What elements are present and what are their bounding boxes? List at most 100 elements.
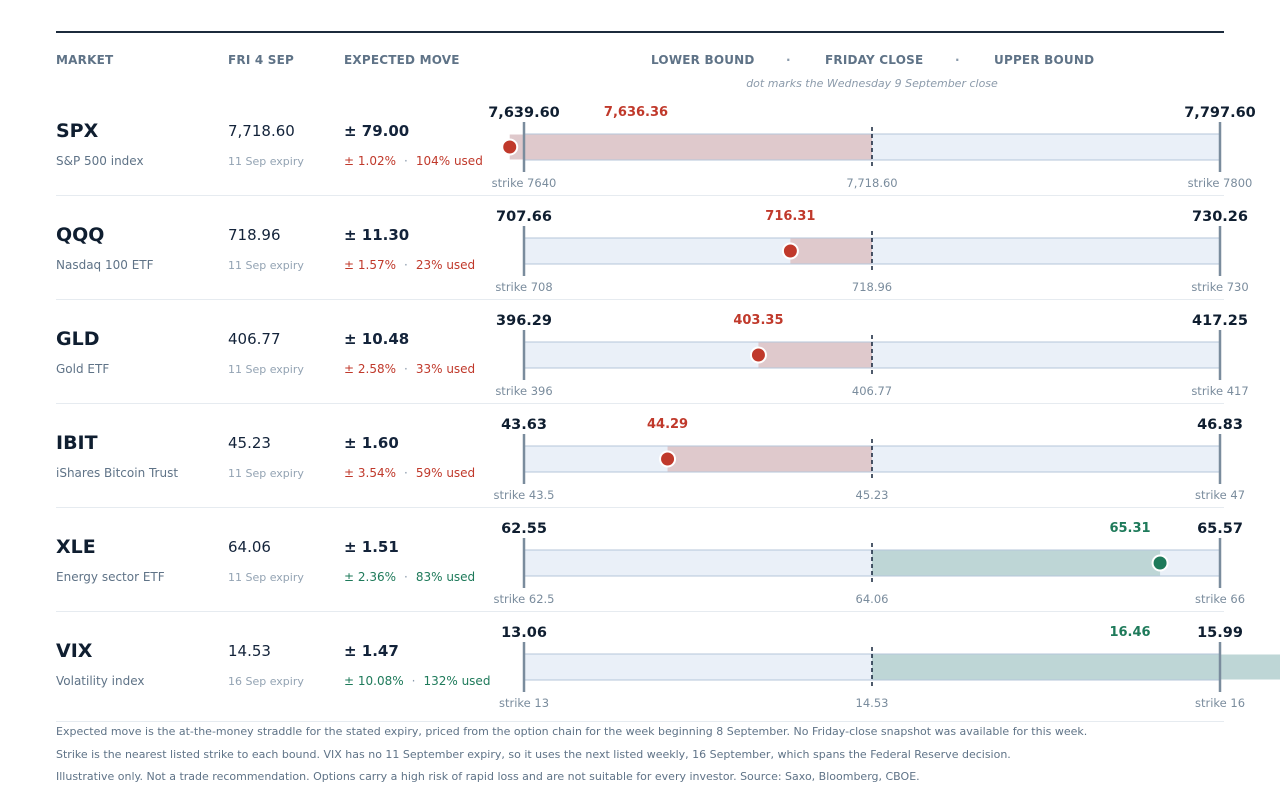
- chart-subtitle: dot marks the Wednesday 9 September clos…: [746, 77, 998, 90]
- friday-close-value: 45.23: [228, 434, 271, 452]
- move-detail: ± 10.08% · 132% used: [344, 674, 490, 688]
- move-detail: ± 3.54% · 59% used: [344, 466, 475, 480]
- lower-bound-label: 396.29: [496, 313, 552, 329]
- friday-close-axis-label: 7,718.60: [846, 176, 897, 190]
- move-band: [758, 342, 872, 368]
- wednesday-close-label: 44.29: [647, 417, 688, 432]
- move-band: [872, 550, 1161, 576]
- wednesday-close-dot: [781, 242, 799, 260]
- move-band: [667, 446, 872, 472]
- upper-strike-label: strike 66: [1195, 592, 1245, 606]
- expiry-label: 11 Sep expiry: [228, 571, 304, 584]
- move-band: [790, 238, 872, 264]
- move-used: 33% used: [415, 362, 476, 376]
- upper-strike-label: strike 16: [1195, 696, 1245, 710]
- friday-close-axis-label: 406.77: [852, 384, 892, 398]
- expected-move-value: ± 79.00: [344, 122, 410, 140]
- market-row: XLE Energy sector ETF 64.06 11 Sep expiry ± …: [0, 514, 1280, 618]
- expiry-label: 11 Sep expiry: [228, 467, 304, 480]
- wednesday-close-dot: [659, 450, 677, 468]
- upper-strike-label: strike 730: [1191, 280, 1248, 294]
- expected-move-value: ± 10.48: [344, 330, 410, 348]
- upper-bound-label: 65.57: [1197, 521, 1243, 537]
- market-description: iShares Bitcoin Trust: [56, 466, 179, 480]
- friday-close-axis-label: 14.53: [856, 696, 889, 710]
- ticker: QQQ: [56, 224, 105, 246]
- move-detail-separator: ·: [404, 466, 408, 480]
- expiry-label: 11 Sep expiry: [228, 363, 304, 376]
- header-date: FRI 4 SEP: [228, 53, 295, 67]
- wednesday-close-label: 716.31: [765, 209, 815, 224]
- header-lower-bound: LOWER BOUND: [651, 53, 755, 67]
- lower-strike-label: strike 708: [495, 280, 552, 294]
- move-percent: ± 2.36%: [344, 570, 396, 584]
- lower-bound-label: 7,639.60: [488, 105, 560, 121]
- wednesday-close-label: 65.31: [1109, 521, 1150, 536]
- expiry-label: 11 Sep expiry: [228, 259, 304, 272]
- upper-bound-label: 417.25: [1192, 313, 1248, 329]
- expiry-label: 16 Sep expiry: [228, 675, 304, 688]
- move-band: [872, 654, 1280, 680]
- footer-rule: [56, 721, 1224, 722]
- ticker: SPX: [56, 120, 99, 142]
- move-detail-separator: ·: [404, 258, 408, 272]
- move-detail: ± 1.57% · 23% used: [344, 258, 475, 272]
- market-row: SPX S&P 500 index 7,718.60 11 Sep expiry ± 7…: [0, 98, 1280, 202]
- friday-close-value: 406.77: [228, 330, 281, 348]
- footer-note-3: Illustrative only. Not a trade recommend…: [56, 770, 920, 783]
- range-chart: 62.55 65.57 65.31 strike 62.5 64.06 strike 66: [493, 521, 1245, 606]
- move-detail: ± 1.02% · 104% used: [344, 154, 483, 168]
- move-detail-separator: ·: [404, 362, 408, 376]
- upper-bound-label: 730.26: [1192, 209, 1248, 225]
- lower-bound-label: 43.63: [501, 417, 547, 433]
- friday-close-axis-label: 64.06: [856, 592, 889, 606]
- upper-bound-label: 7,797.60: [1184, 105, 1256, 121]
- move-percent: ± 1.02%: [344, 154, 396, 168]
- lower-bound-label: 707.66: [496, 209, 552, 225]
- lower-strike-label: strike 62.5: [493, 592, 554, 606]
- range-chart: 396.29 417.25 403.35 strike 396 406.77 strike…: [495, 313, 1248, 398]
- move-detail-separator: ·: [404, 570, 408, 584]
- upper-strike-label: strike 417: [1191, 384, 1248, 398]
- move-used: 23% used: [415, 258, 476, 272]
- market-row: VIX Volatility index 14.53 16 Sep expiry ± 1…: [0, 618, 1280, 722]
- upper-strike-label: strike 47: [1195, 488, 1245, 502]
- range-chart: 13.06 15.99 16.46 strike 13 14.53 strike 16: [499, 625, 1280, 710]
- expected-move-value: ± 1.60: [344, 434, 399, 452]
- friday-close-value: 718.96: [228, 226, 281, 244]
- range-chart: 707.66 730.26 716.31 strike 708 718.96 strike…: [495, 209, 1248, 294]
- header-friday-close: FRIDAY CLOSE: [825, 53, 924, 67]
- move-detail: ± 2.58% · 33% used: [344, 362, 475, 376]
- header-upper-bound: UPPER BOUND: [994, 53, 1095, 67]
- move-detail-separator: ·: [411, 674, 416, 688]
- wednesday-close-label: 7,636.36: [604, 105, 668, 120]
- move-detail: ± 2.36% · 83% used: [344, 570, 475, 584]
- lower-strike-label: strike 7640: [492, 176, 557, 190]
- header-separator-2: ·: [955, 53, 960, 67]
- friday-close-axis-label: 718.96: [852, 280, 892, 294]
- lower-strike-label: strike 43.5: [493, 488, 554, 502]
- ticker: GLD: [56, 328, 100, 350]
- wednesday-close-dot: [1151, 554, 1169, 572]
- wednesday-close-dot: [749, 346, 767, 364]
- market-description: Gold ETF: [56, 362, 110, 376]
- header-expected-move: EXPECTED MOVE: [344, 53, 460, 67]
- move-percent: ± 1.57%: [344, 258, 396, 272]
- market-description: Volatility index: [56, 674, 145, 688]
- market-row: IBIT iShares Bitcoin Trust 45.23 11 Sep exp…: [0, 410, 1280, 514]
- ticker: IBIT: [56, 432, 98, 454]
- market-description: Energy sector ETF: [56, 570, 165, 584]
- top-rule: [56, 31, 1224, 33]
- ticker: VIX: [56, 640, 93, 662]
- expected-move-value: ± 11.30: [344, 226, 410, 244]
- move-percent: ± 10.08%: [344, 674, 404, 688]
- ticker: XLE: [56, 536, 96, 558]
- market-description: S&P 500 index: [56, 154, 144, 168]
- row-divider: [56, 507, 1224, 508]
- lower-strike-label: strike 13: [499, 696, 549, 710]
- footer-note-2: Strike is the nearest listed strike to e…: [56, 748, 1011, 761]
- wednesday-close-label: 16.46: [1109, 625, 1150, 640]
- expected-move-value: ± 1.51: [344, 538, 399, 556]
- move-used: 59% used: [415, 466, 476, 480]
- friday-close-axis-label: 45.23: [856, 488, 889, 502]
